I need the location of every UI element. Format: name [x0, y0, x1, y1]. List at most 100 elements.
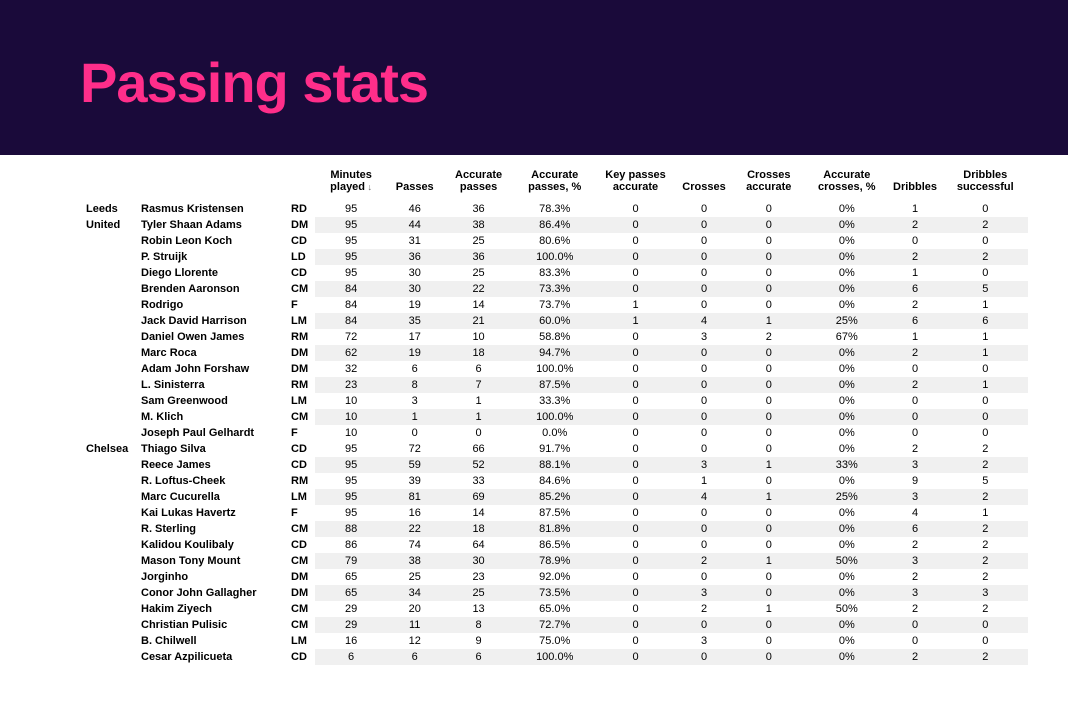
player-cell: Jack David Harrison — [135, 313, 285, 329]
value-cell: 0 — [677, 249, 732, 265]
table-row: R. Loftus-CheekRM95393384.6%0100%95 — [80, 473, 1028, 489]
team-cell — [80, 457, 135, 473]
value-cell: 95 — [315, 457, 387, 473]
column-header[interactable]: Accurate passes, % — [515, 165, 595, 201]
value-cell: 95 — [315, 489, 387, 505]
position-cell: CM — [285, 553, 315, 569]
value-cell: 17 — [387, 329, 442, 345]
value-cell: 44 — [387, 217, 442, 233]
value-cell: 23 — [315, 377, 387, 393]
team-cell — [80, 233, 135, 249]
team-cell — [80, 361, 135, 377]
team-cell — [80, 585, 135, 601]
value-cell: 2 — [943, 217, 1028, 233]
value-cell: 84 — [315, 313, 387, 329]
column-header[interactable]: Accurate crosses, % — [806, 165, 888, 201]
value-cell: 87.5% — [515, 505, 595, 521]
value-cell: 0 — [888, 393, 943, 409]
value-cell: 0% — [806, 441, 888, 457]
column-header[interactable]: Passes — [387, 165, 442, 201]
column-header[interactable]: Crosses — [677, 165, 732, 201]
team-cell — [80, 489, 135, 505]
team-cell — [80, 425, 135, 441]
value-cell: 52 — [442, 457, 515, 473]
column-header[interactable]: Accurate passes — [442, 165, 515, 201]
value-cell: 62 — [315, 345, 387, 361]
value-cell: 0 — [732, 441, 807, 457]
value-cell: 0% — [806, 265, 888, 281]
value-cell: 65 — [315, 585, 387, 601]
value-cell: 35 — [387, 313, 442, 329]
value-cell: 84 — [315, 297, 387, 313]
value-cell: 50% — [806, 601, 888, 617]
value-cell: 95 — [315, 217, 387, 233]
value-cell: 72 — [315, 329, 387, 345]
value-cell: 2 — [943, 537, 1028, 553]
value-cell: 0 — [595, 521, 677, 537]
value-cell: 0% — [806, 345, 888, 361]
value-cell: 2 — [888, 345, 943, 361]
team-cell — [80, 329, 135, 345]
value-cell: 0 — [732, 521, 807, 537]
value-cell: 2 — [943, 601, 1028, 617]
value-cell: 2 — [888, 649, 943, 665]
value-cell: 64 — [442, 537, 515, 553]
team-cell — [80, 521, 135, 537]
value-cell: 19 — [387, 345, 442, 361]
table-row: Christian PulisicCM2911872.7%0000%00 — [80, 617, 1028, 633]
value-cell: 2 — [943, 489, 1028, 505]
value-cell: 6 — [943, 313, 1028, 329]
column-header[interactable]: Dribbles successful — [943, 165, 1028, 201]
value-cell: 0 — [677, 537, 732, 553]
table-row: Jack David HarrisonLM84352160.0%14125%66 — [80, 313, 1028, 329]
value-cell: 25% — [806, 489, 888, 505]
value-cell: 92.0% — [515, 569, 595, 585]
position-cell: RM — [285, 329, 315, 345]
value-cell: 18 — [442, 345, 515, 361]
position-cell: CD — [285, 233, 315, 249]
position-cell: LM — [285, 633, 315, 649]
position-cell: CD — [285, 649, 315, 665]
player-cell: Tyler Shaan Adams — [135, 217, 285, 233]
value-cell: 0 — [732, 345, 807, 361]
table-row: JorginhoDM65252392.0%0000%22 — [80, 569, 1028, 585]
team-cell — [80, 313, 135, 329]
value-cell: 0 — [732, 569, 807, 585]
value-cell: 0% — [806, 425, 888, 441]
value-cell: 22 — [442, 281, 515, 297]
player-cell: Sam Greenwood — [135, 393, 285, 409]
value-cell: 25 — [442, 265, 515, 281]
value-cell: 2 — [888, 569, 943, 585]
column-header-empty — [80, 165, 135, 201]
column-header[interactable]: Dribbles — [888, 165, 943, 201]
team-cell — [80, 649, 135, 665]
column-header[interactable]: Crosses accurate — [732, 165, 807, 201]
page-title: Passing stats — [80, 50, 1068, 115]
value-cell: 3 — [677, 633, 732, 649]
value-cell: 72.7% — [515, 617, 595, 633]
column-header[interactable]: Minutes played — [315, 165, 387, 201]
value-cell: 1 — [943, 345, 1028, 361]
value-cell: 86 — [315, 537, 387, 553]
column-header[interactable]: Key passes accurate — [595, 165, 677, 201]
value-cell: 65.0% — [515, 601, 595, 617]
value-cell: 78.9% — [515, 553, 595, 569]
value-cell: 22 — [387, 521, 442, 537]
value-cell: 1 — [732, 313, 807, 329]
value-cell: 0% — [806, 649, 888, 665]
value-cell: 0% — [806, 409, 888, 425]
player-cell: Thiago Silva — [135, 441, 285, 457]
value-cell: 0% — [806, 505, 888, 521]
player-cell: Kai Lukas Havertz — [135, 505, 285, 521]
value-cell: 0 — [595, 377, 677, 393]
value-cell: 33 — [442, 473, 515, 489]
value-cell: 94.7% — [515, 345, 595, 361]
position-cell: CM — [285, 617, 315, 633]
value-cell: 0 — [943, 409, 1028, 425]
value-cell: 1 — [732, 489, 807, 505]
value-cell: 0 — [732, 393, 807, 409]
position-cell: LM — [285, 393, 315, 409]
value-cell: 25 — [442, 233, 515, 249]
table-row: ChelseaThiago SilvaCD95726691.7%0000%22 — [80, 441, 1028, 457]
value-cell: 80.6% — [515, 233, 595, 249]
